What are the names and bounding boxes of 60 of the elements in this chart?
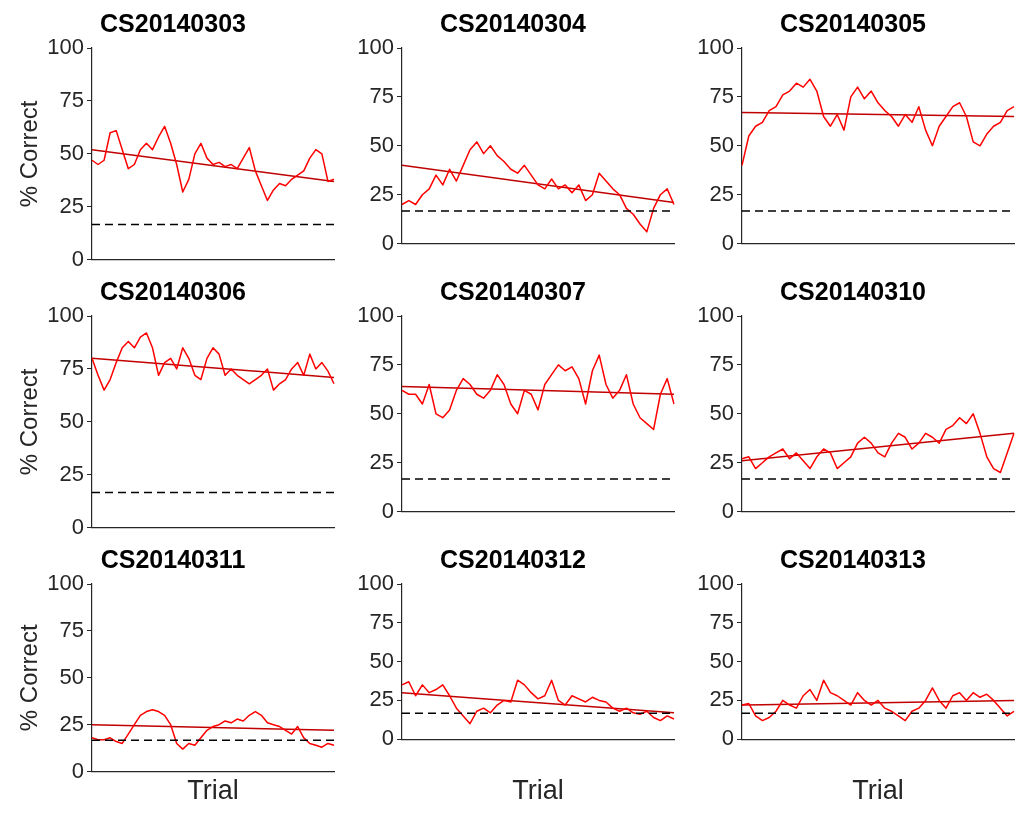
y-axis-title: % Correct	[15, 100, 43, 208]
y-tick-label: 0	[71, 245, 84, 271]
x-axis-title: Trial	[852, 775, 904, 806]
chart-title: CS20140307	[440, 276, 586, 305]
y-tick-label: 100	[357, 302, 394, 328]
y-tick-label: 100	[47, 570, 84, 596]
y-tick-label: 100	[697, 570, 734, 596]
y-tick-label: 50	[59, 407, 84, 433]
y-tick-label: 50	[369, 131, 394, 157]
y-tick-label: 75	[59, 616, 84, 642]
y-tick-label: 100	[697, 34, 734, 60]
y-tick-label: 50	[59, 139, 84, 165]
chart-title: CS20140304	[440, 8, 587, 37]
y-tick-label: 0	[381, 725, 394, 751]
y-tick-label: 100	[357, 34, 394, 60]
y-tick-label: 0	[721, 497, 734, 523]
y-tick-label: 25	[709, 448, 734, 474]
y-tick-label: 50	[59, 663, 84, 689]
chart-title: CS20140306	[100, 276, 246, 305]
y-axis-title: % Correct	[15, 624, 43, 732]
y-tick-label: 0	[381, 229, 394, 255]
y-tick-label: 50	[709, 647, 734, 673]
y-tick-label: 0	[381, 497, 394, 523]
y-tick-label: 75	[709, 350, 734, 376]
y-axis-title: % Correct	[15, 368, 43, 476]
y-tick-label: 0	[71, 757, 84, 783]
y-tick-label: 50	[709, 399, 734, 425]
y-tick-label: 25	[709, 180, 734, 206]
y-tick-label: 100	[47, 302, 84, 328]
y-tick-label: 25	[369, 180, 394, 206]
chart-title: CS20140311	[100, 544, 246, 573]
chart-title: CS20140305	[780, 8, 927, 37]
y-tick-label: 50	[369, 647, 394, 673]
y-tick-label: 50	[709, 131, 734, 157]
x-axis-title: Trial	[187, 775, 239, 806]
y-tick-label: 25	[709, 686, 734, 712]
y-tick-label: 75	[59, 355, 84, 381]
chart-title: CS20140313	[780, 544, 926, 573]
chart-title: CS20140312	[440, 544, 586, 573]
y-tick-label: 0	[71, 513, 84, 539]
y-tick-label: 75	[709, 608, 734, 634]
y-tick-label: 75	[369, 350, 394, 376]
y-tick-label: 100	[47, 34, 84, 60]
y-tick-label: 0	[721, 229, 734, 255]
y-tick-label: 100	[357, 570, 394, 596]
chart-title: CS20140310	[780, 276, 926, 305]
y-tick-label: 25	[59, 460, 84, 486]
y-tick-label: 75	[59, 87, 84, 113]
x-axis-title: Trial	[512, 775, 564, 806]
y-tick-label: 25	[369, 448, 394, 474]
y-tick-label: 25	[59, 192, 84, 218]
y-tick-label: 25	[59, 710, 84, 736]
y-tick-label: 75	[369, 608, 394, 634]
y-tick-label: 25	[369, 686, 394, 712]
y-tick-label: 100	[697, 302, 734, 328]
y-tick-label: 75	[369, 82, 394, 108]
y-tick-label: 50	[369, 399, 394, 425]
y-tick-label: 75	[709, 82, 734, 108]
chart-title: CS20140303	[100, 8, 246, 37]
y-tick-label: 0	[721, 725, 734, 751]
